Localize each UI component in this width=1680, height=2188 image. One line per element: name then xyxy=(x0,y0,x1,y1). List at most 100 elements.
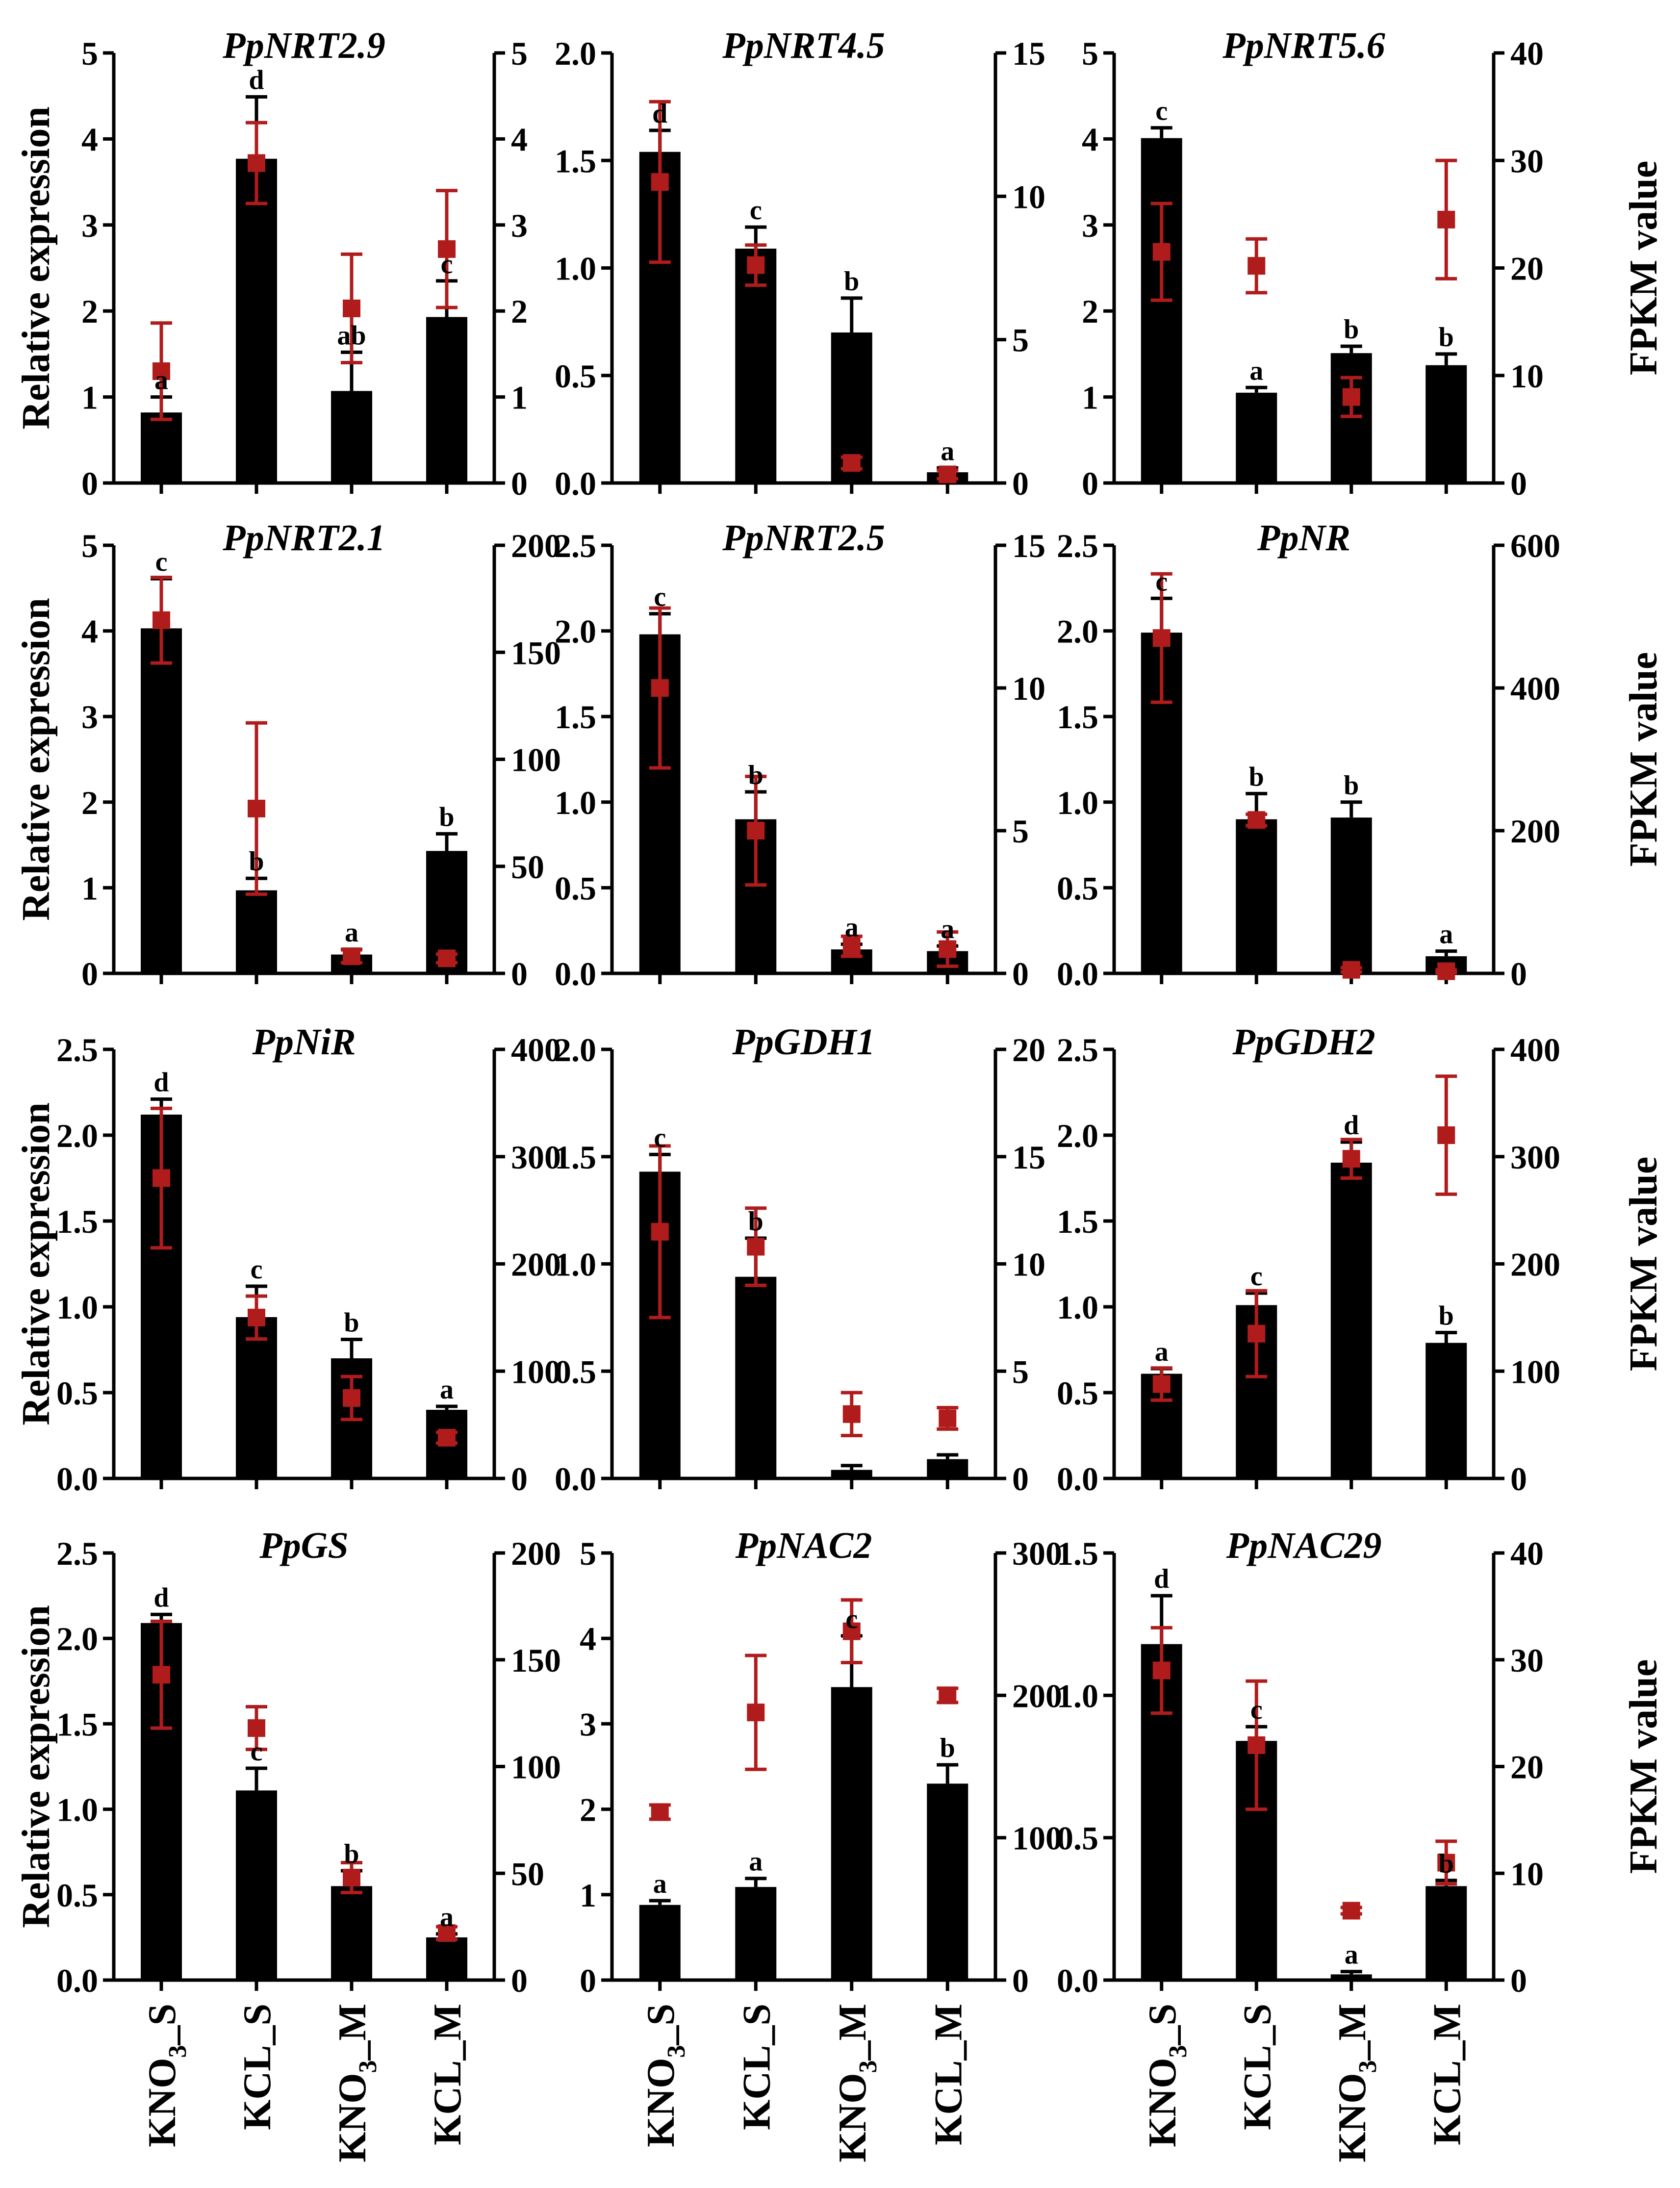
significance-letter: c xyxy=(155,547,168,577)
right-tick-label: 300 xyxy=(1510,1139,1560,1176)
right-tick-label: 400 xyxy=(1510,1031,1560,1069)
chart-panel: 0.0 0.5 1.0 1.5 2.0 2.5 0 5 10 15 PpNRT2.5 c b a a xyxy=(555,517,1045,992)
chart-panel: 0 1 2 3 4 5 0 10 20 30 40 PpNRT5.6 c a b b xyxy=(1082,25,1544,502)
left-tick-label: 0.5 xyxy=(1057,1820,1098,1857)
fpkm-point xyxy=(1152,243,1171,261)
fpkm-point xyxy=(842,1405,861,1423)
x-category-label: KNO3_M xyxy=(1331,2004,1382,2163)
fpkm-point xyxy=(343,299,360,317)
right-tick-label: 100 xyxy=(511,1353,561,1390)
left-tick-label: 0.0 xyxy=(56,1460,98,1498)
left-tick-label: 0 xyxy=(1082,465,1098,502)
left-tick-label: 0.5 xyxy=(56,1374,98,1412)
right-tick-label: 0 xyxy=(511,1962,528,1999)
right-tick-label: 15 xyxy=(1012,527,1045,564)
x-label-subscript: 3 xyxy=(854,2061,882,2073)
fpkm-point xyxy=(248,1719,265,1737)
chart-title: PpNRT2.5 xyxy=(722,517,885,559)
expression-bar xyxy=(831,1470,872,1478)
x-category-labels-group: KNO3_S KCL_S KNO3_M KCL_M KNO3_S KCL_S KNO3_M K… xyxy=(141,2004,1469,2163)
left-tick-label: 0.5 xyxy=(56,1877,98,1914)
fpkm-point xyxy=(939,940,957,958)
x-label-main: KNO xyxy=(141,2058,184,2147)
fpkm-point xyxy=(1152,1375,1171,1393)
expression-bar xyxy=(1330,817,1372,973)
expression-bar xyxy=(1330,353,1372,483)
right-tick-label: 1 xyxy=(511,379,528,416)
right-tick-label: 10 xyxy=(1510,357,1544,395)
right-tick-label: 20 xyxy=(1012,1031,1045,1069)
fpkm-point xyxy=(1437,1854,1455,1872)
right-tick-label: 5 xyxy=(1012,813,1029,850)
fpkm-point xyxy=(1437,962,1455,980)
left-tick-label: 1.5 xyxy=(1057,698,1098,736)
fpkm-point xyxy=(651,679,669,697)
fpkm-point xyxy=(1152,1661,1171,1679)
left-tick-label: 1.5 xyxy=(555,698,596,736)
expression-bar xyxy=(1236,392,1277,483)
significance-letter: b xyxy=(439,802,454,832)
right-tick-label: 400 xyxy=(511,1031,561,1069)
fpkm-point xyxy=(1152,629,1171,647)
left-tick-label: 4 xyxy=(1082,121,1098,158)
fpkm-point xyxy=(1437,1126,1455,1144)
right-tick-label: 50 xyxy=(511,848,544,886)
significance-letter: d xyxy=(153,1068,169,1098)
chart-panel: 0.0 0.5 1.0 1.5 2.0 2.5 0 100 200 300 400 PpNiR d c b a xyxy=(56,1021,561,1498)
left-tick-label: 2.0 xyxy=(1057,613,1098,650)
fpkm-point xyxy=(153,362,170,380)
expression-bar xyxy=(831,1687,872,1980)
left-tick-label: 1.5 xyxy=(56,1705,98,1743)
chart-panel: 0.0 0.5 1.0 1.5 2.0 2.5 0 200 400 600 PpNR c b b a xyxy=(1057,517,1560,992)
x-label-subscript: 3 xyxy=(1354,2061,1382,2073)
x-label-main: KNO xyxy=(1141,2058,1184,2147)
right-tick-label: 40 xyxy=(1510,1535,1544,1572)
right-tick-label: 0 xyxy=(1012,955,1029,992)
y-axis-label-right: FPKM value xyxy=(1622,161,1665,376)
left-tick-label: 0 xyxy=(81,465,98,502)
chart-title: PpGS xyxy=(259,1525,349,1566)
left-tick-label: 0 xyxy=(580,1962,596,1999)
left-tick-label: 0 xyxy=(81,955,98,992)
left-tick-label: 0.0 xyxy=(555,465,596,502)
right-tick-label: 10 xyxy=(1012,1246,1045,1283)
right-tick-label: 20 xyxy=(1510,1749,1544,1786)
fpkm-point xyxy=(438,1428,456,1447)
significance-letter: a xyxy=(345,917,358,948)
x-label-tail: _S xyxy=(141,2004,184,2046)
x-label-tail: _M xyxy=(1331,2004,1374,2061)
left-tick-label: 0.5 xyxy=(555,1353,596,1390)
fpkm-point xyxy=(1247,1324,1266,1343)
right-tick-label: 0 xyxy=(511,1460,528,1498)
significance-letter: a xyxy=(653,1869,667,1899)
chart-title: PpGDH1 xyxy=(732,1021,875,1063)
chart-panel: 0 1 2 3 4 5 0 100 200 300 PpNAC2 a a c b xyxy=(580,1525,1062,1999)
right-tick-label: 0 xyxy=(511,955,528,992)
right-tick-label: 200 xyxy=(511,527,561,564)
left-tick-label: 3 xyxy=(1082,207,1098,244)
right-tick-label: 2 xyxy=(511,293,528,330)
left-tick-label: 1.0 xyxy=(1057,1289,1098,1326)
significance-letter: b xyxy=(1439,322,1454,353)
significance-letter: c xyxy=(750,195,762,226)
x-label-tail: _M xyxy=(331,2004,374,2061)
x-label-subscript: 3 xyxy=(662,2045,690,2058)
x-category-label: KCL_M xyxy=(426,2004,469,2145)
y-axis-label-left: Relative expression xyxy=(15,106,58,429)
x-label-main: KNO xyxy=(639,2058,683,2147)
right-tick-label: 15 xyxy=(1012,35,1045,72)
significance-letter: b xyxy=(748,760,764,790)
right-tick-label: 30 xyxy=(1510,142,1544,179)
right-tick-label: 50 xyxy=(511,1855,544,1892)
significance-letter: c xyxy=(845,1604,858,1634)
x-category-label: KCL_S xyxy=(236,2004,279,2130)
significance-letter: c xyxy=(1250,1261,1263,1292)
x-category-label: KCL_M xyxy=(1425,2004,1469,2145)
x-label-tail: _M xyxy=(831,2004,874,2061)
significance-letter: d xyxy=(1154,1564,1169,1594)
y-axis-label-right: FPKM value xyxy=(1622,1157,1665,1372)
significance-letter: c xyxy=(441,249,453,280)
expression-bar xyxy=(426,317,467,483)
expression-bar xyxy=(236,1790,277,1980)
